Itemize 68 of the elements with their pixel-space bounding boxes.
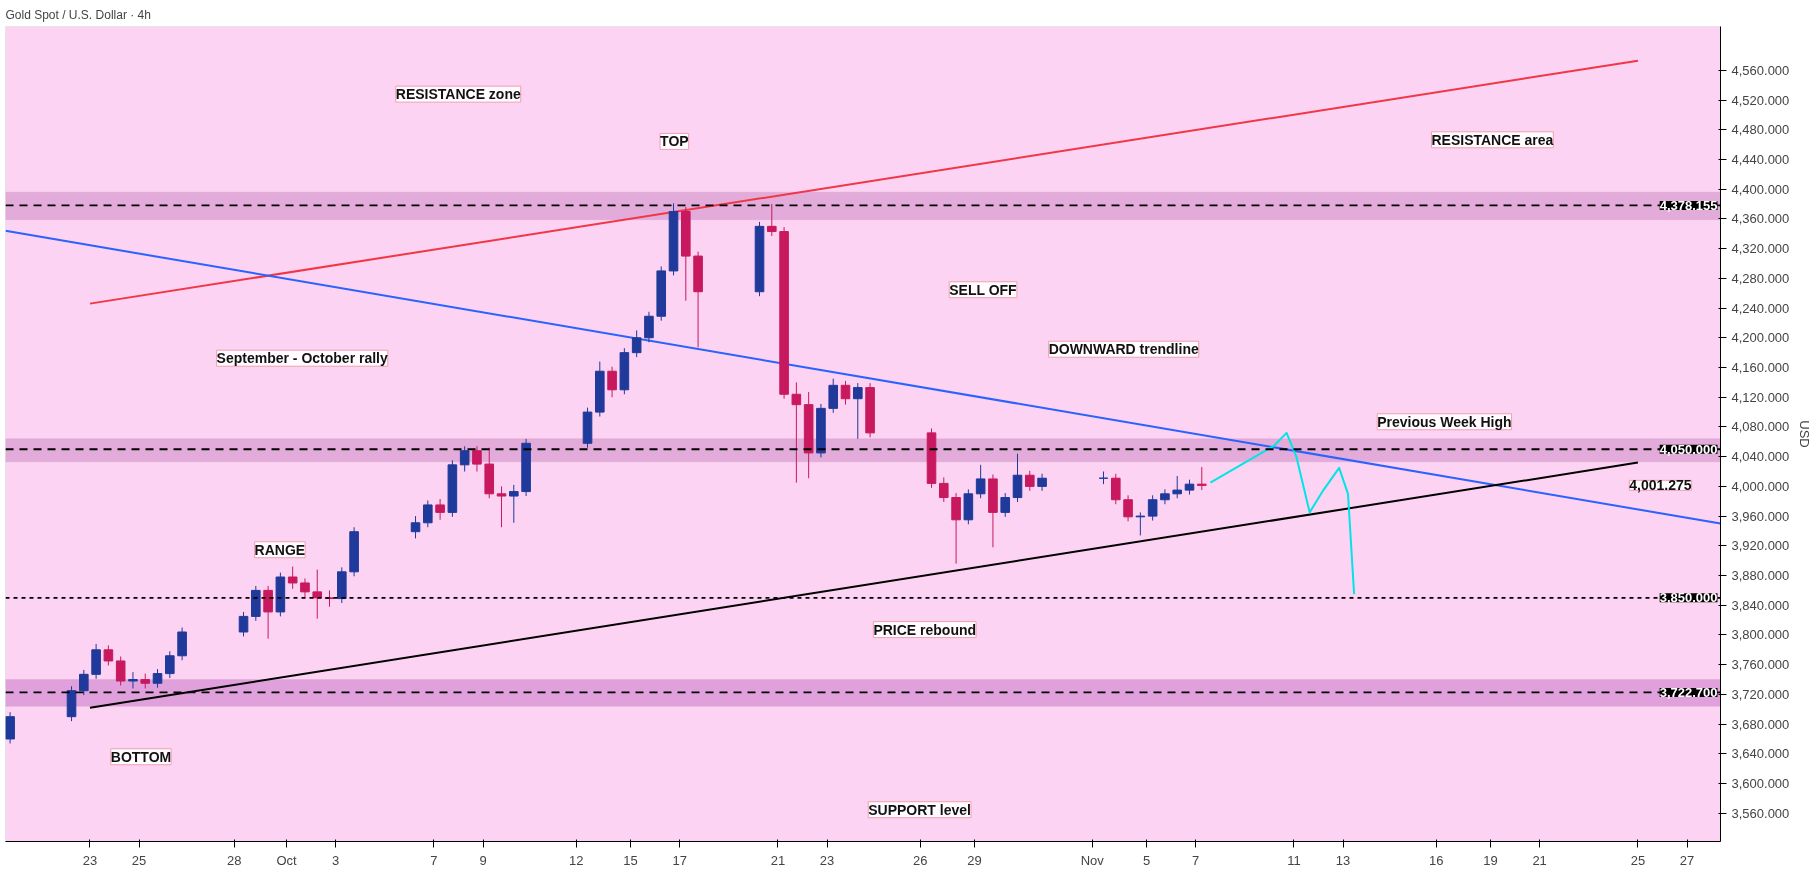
y-tick-label: 4,240.000 [1731,300,1790,316]
x-tick-label: 25 [1630,852,1646,868]
y-tick-label: 3,720.000 [1731,686,1790,702]
x-tick-label: 23 [82,852,98,868]
y-tick-label: 4,360.000 [1731,211,1790,227]
x-tick-label: 23 [819,852,835,868]
y-tick-label: 3,680.000 [1731,716,1790,732]
ref-line-label: 4,050.000 [1659,441,1718,457]
x-tick-label: Oct [276,852,298,868]
y-tick-label: 4,080.000 [1731,419,1790,435]
y-tick-label: 3,560.000 [1731,805,1790,821]
y-tick-label: 4,040.000 [1731,449,1790,465]
x-tick-label: 7 [1192,852,1200,868]
chart-title: Gold Spot / U.S. Dollar · 4h [5,7,151,22]
x-tick-label: 27 [1679,852,1695,868]
x-tick-label: 13 [1335,852,1351,868]
annotation: PRICE rebound [873,621,977,638]
annotation: SELL OFF [949,281,1018,298]
y-tick-label: 4,000.000 [1731,478,1790,494]
y-tick-label: 3,760.000 [1731,657,1790,673]
y-tick-label: 3,920.000 [1731,538,1790,554]
x-tick-label: 17 [672,852,687,868]
x-tick-label: 3 [332,852,340,868]
x-tick-label: 19 [1483,852,1498,868]
ref-line-label: 3,722.700 [1659,684,1718,700]
ref-line-label: 4,378.155 [1659,197,1718,213]
y-tick-label: 3,840.000 [1731,597,1790,613]
y-tick-label: 4,120.000 [1731,389,1790,405]
y-tick-label: 3,600.000 [1731,776,1790,792]
annotation: TOP [660,133,689,150]
y-tick-label: 4,280.000 [1731,270,1790,286]
x-tick-label: 25 [131,852,147,868]
x-tick-label: 11 [1287,852,1301,868]
annotation: Previous Week High [1377,413,1512,430]
x-tick-label: 29 [967,852,982,868]
y-tick-label: 4,520.000 [1731,92,1790,108]
annotation: RANGE [254,541,306,558]
x-tick-label: 15 [623,852,638,868]
y-tick-label: 4,400.000 [1731,181,1790,197]
x-tick-label: 26 [913,852,928,868]
y-tick-label: 4,560.000 [1731,62,1790,78]
annotation: SUPPORT level [868,801,971,818]
y-axis-title: USD [1797,420,1813,448]
y-tick-label: 3,800.000 [1731,627,1790,643]
annotation: RESISTANCE zone [395,86,521,103]
x-tick-label: 9 [479,852,487,868]
x-tick-label: 12 [569,852,584,868]
y-tick-label: 4,320.000 [1731,241,1790,257]
annotation: DOWNWARD trendline [1048,341,1199,358]
y-tick-label: 4,200.000 [1731,330,1790,346]
x-tick-label: 28 [227,852,242,868]
x-tick-label: 21 [770,852,786,868]
x-tick-label: 5 [1142,852,1151,868]
annotation: 4,001.275 [1629,477,1692,494]
ref-line-label: 3,850.000 [1659,590,1718,606]
y-tick-label: 4,440.000 [1731,151,1790,167]
x-tick-label: 16 [1429,852,1444,868]
x-tick-label: Nov [1080,852,1105,868]
annotation: RESISTANCE area [1431,131,1554,148]
y-tick-label: 3,960.000 [1731,508,1790,524]
annotation: BOTTOM [110,748,172,765]
x-tick-label: 21 [1532,852,1547,868]
y-tick-label: 4,160.000 [1731,360,1790,376]
annotation: September - October rally [216,350,388,367]
x-tick-label: 7 [430,852,438,868]
y-tick-label: 4,480.000 [1731,122,1790,138]
y-tick-label: 3,640.000 [1731,746,1790,762]
y-tick-label: 3,880.000 [1731,568,1790,584]
